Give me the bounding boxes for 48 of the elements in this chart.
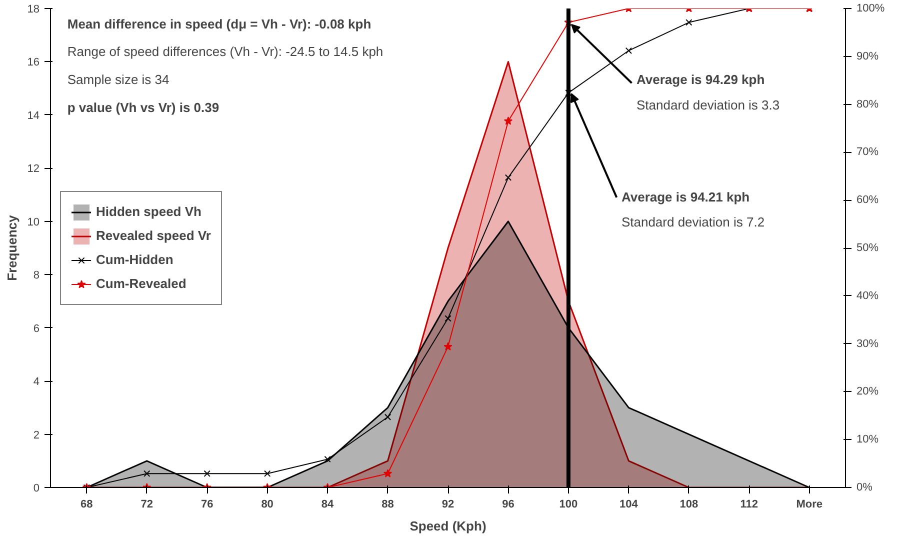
y-tick-label: 0: [33, 482, 40, 494]
x-axis-title: Speed (Kph): [410, 518, 486, 534]
y-tick-label: 6: [33, 322, 40, 335]
x-tick-label: 96: [502, 498, 514, 510]
y-tick-label: 12: [27, 163, 40, 176]
y2-tick-label: 0%: [856, 482, 873, 494]
y-tick-label: 16: [27, 56, 40, 69]
annotation: Average is 94.21 kph: [621, 189, 750, 204]
annotation: Average is 94.29 kph: [636, 72, 765, 88]
legend-label: Cum-Revealed: [96, 276, 186, 291]
annotation: Mean difference in speed (dμ = Vh - Vr): -0.08 kph: [67, 16, 372, 32]
annotation: Range of speed differences (Vh - Vr): -24.5 to 14.5 kph: [67, 44, 384, 60]
y-tick-label: 4: [33, 376, 40, 388]
y-tick-label: 18: [27, 4, 40, 16]
y2-tick-label: 70%: [856, 146, 879, 158]
x-tick-label: 112: [740, 498, 758, 510]
legend-label: Revealed speed Vr: [96, 228, 211, 243]
annotation: p value (Vh vs Vr) is 0.39: [67, 100, 220, 116]
legend-label: Hidden speed Vh: [96, 204, 202, 219]
y2-tick-label: 80%: [856, 98, 879, 110]
x-tick-label: 92: [442, 498, 454, 510]
x-tick-label: 72: [140, 498, 153, 510]
x-tick-label: 68: [80, 498, 93, 510]
x-tick-label: 84: [321, 498, 335, 510]
x-tick-label: 108: [680, 498, 698, 510]
x-tick-label: More: [796, 498, 823, 510]
y2-tick-label: 90%: [856, 50, 879, 62]
y-tick-label: 2: [33, 429, 40, 442]
x-tick-label: 76: [200, 498, 214, 510]
annotation: Standard deviation is 7.2: [621, 214, 765, 230]
legend-label: Cum-Hidden: [96, 252, 174, 267]
y2-tick-label: 50%: [856, 242, 879, 254]
y2-tick-label: 10%: [856, 434, 879, 446]
x-tick-label: 100: [559, 498, 578, 510]
y-tick-label: 8: [33, 270, 40, 282]
x-tick-label: 104: [620, 498, 639, 510]
annotation: Standard deviation is 3.3: [636, 97, 780, 112]
y2-tick-label: 30%: [856, 338, 879, 350]
annotation: Sample size is 34: [67, 72, 170, 88]
y2-tick-label: 100%: [856, 2, 885, 14]
y2-tick-label: 20%: [856, 386, 879, 398]
y-tick-label: 14: [27, 110, 40, 122]
y-tick-label: 10: [27, 216, 40, 228]
y-axis-title: Frequency: [4, 214, 20, 281]
x-tick-label: 80: [261, 498, 274, 510]
x-tick-label: 88: [382, 498, 394, 510]
y2-tick-label: 60%: [856, 194, 879, 206]
y2-tick-label: 40%: [856, 290, 879, 302]
